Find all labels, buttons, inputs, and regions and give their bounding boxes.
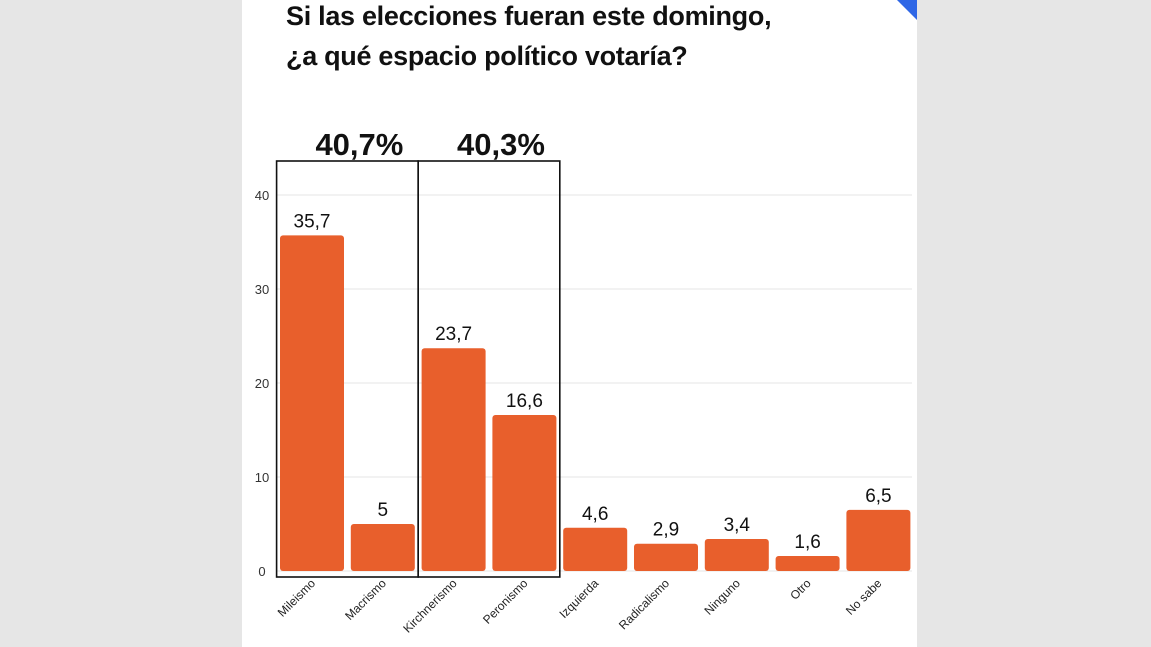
chart-title-line-2: ¿a qué espacio político votaría?: [286, 41, 688, 71]
y-axis-ticks: 0 10 20 30 40: [255, 188, 269, 579]
group-box-2: [417, 160, 561, 578]
category-label-ninguno: Ninguno: [701, 576, 743, 618]
category-label-no-sabe: No sabe: [843, 576, 885, 618]
category-label-izquierda: Izquierda: [557, 576, 602, 621]
value-label-izquierda: 4,6: [582, 504, 608, 525]
chart-title-line-1: Si las elecciones fueran este domingo,: [286, 1, 772, 31]
y-tick-label: 0: [258, 564, 265, 579]
value-label-macrismo: 5: [378, 500, 389, 521]
category-label-otro: Otro: [787, 576, 814, 603]
value-label-ninguno: 3,4: [724, 515, 751, 536]
value-label-no-sabe: 6,5: [865, 486, 891, 507]
value-label-peronismo: 16,6: [506, 391, 543, 412]
value-labels: 35,7 5 23,7 16,6 4,6 2,9 3,4 1,6 6,5: [294, 211, 892, 553]
category-labels: Mileismo Macrismo Kirchnerismo Peronismo Izq…: [275, 576, 885, 636]
value-label-mileismo: 35,7: [294, 211, 331, 232]
category-label-radicalismo: Radicalismo: [616, 576, 672, 632]
bar-kirchnerismo: [421, 348, 486, 571]
bar-mileismo: [280, 235, 344, 572]
group-total-label-2: 40,3%: [457, 127, 545, 162]
group-total-label-1: 40,7%: [315, 127, 403, 162]
bar-otro: [775, 555, 840, 571]
bar-radicalismo: [634, 543, 698, 571]
value-label-otro: 1,6: [794, 532, 820, 553]
bars: [280, 235, 911, 572]
category-label-peronismo: Peronismo: [480, 576, 531, 627]
bar-izquierda: [563, 527, 628, 571]
value-label-radicalismo: 2,9: [653, 520, 679, 541]
category-label-mileismo: Mileismo: [275, 576, 319, 620]
category-label-kirchnerismo: Kirchnerismo: [400, 576, 460, 636]
bar-peronismo: [492, 414, 557, 571]
category-label-macrismo: Macrismo: [342, 576, 389, 623]
y-tick-label: 30: [255, 282, 269, 297]
y-tick-label: 10: [255, 470, 269, 485]
group-boxes: 40,7% 40,3%: [275, 127, 561, 578]
value-label-kirchnerismo: 23,7: [435, 324, 472, 345]
bar-macrismo: [350, 524, 415, 571]
bar-ninguno: [704, 539, 769, 571]
y-tick-label: 40: [255, 188, 269, 203]
bar-no-sabe: [846, 509, 911, 571]
y-tick-label: 20: [255, 376, 269, 391]
